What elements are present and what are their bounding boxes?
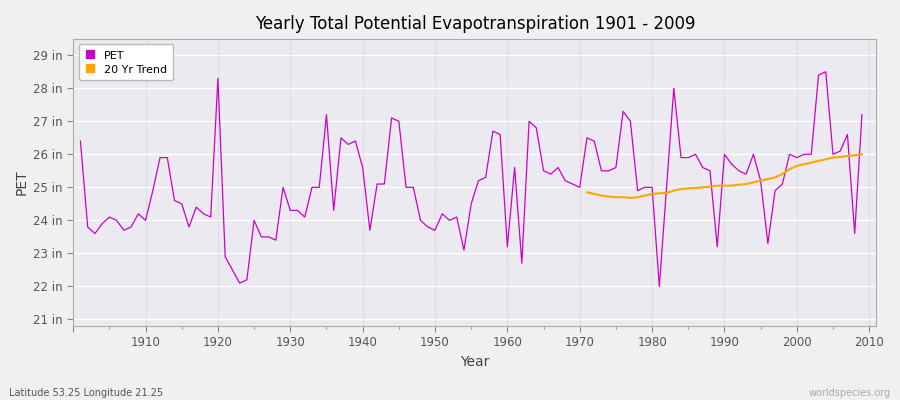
- Text: Latitude 53.25 Longitude 21.25: Latitude 53.25 Longitude 21.25: [9, 388, 163, 398]
- X-axis label: Year: Year: [460, 355, 490, 369]
- Title: Yearly Total Potential Evapotranspiration 1901 - 2009: Yearly Total Potential Evapotranspiratio…: [255, 15, 695, 33]
- Legend: PET, 20 Yr Trend: PET, 20 Yr Trend: [79, 44, 173, 80]
- Text: worldspecies.org: worldspecies.org: [809, 388, 891, 398]
- Y-axis label: PET: PET: [15, 170, 29, 195]
